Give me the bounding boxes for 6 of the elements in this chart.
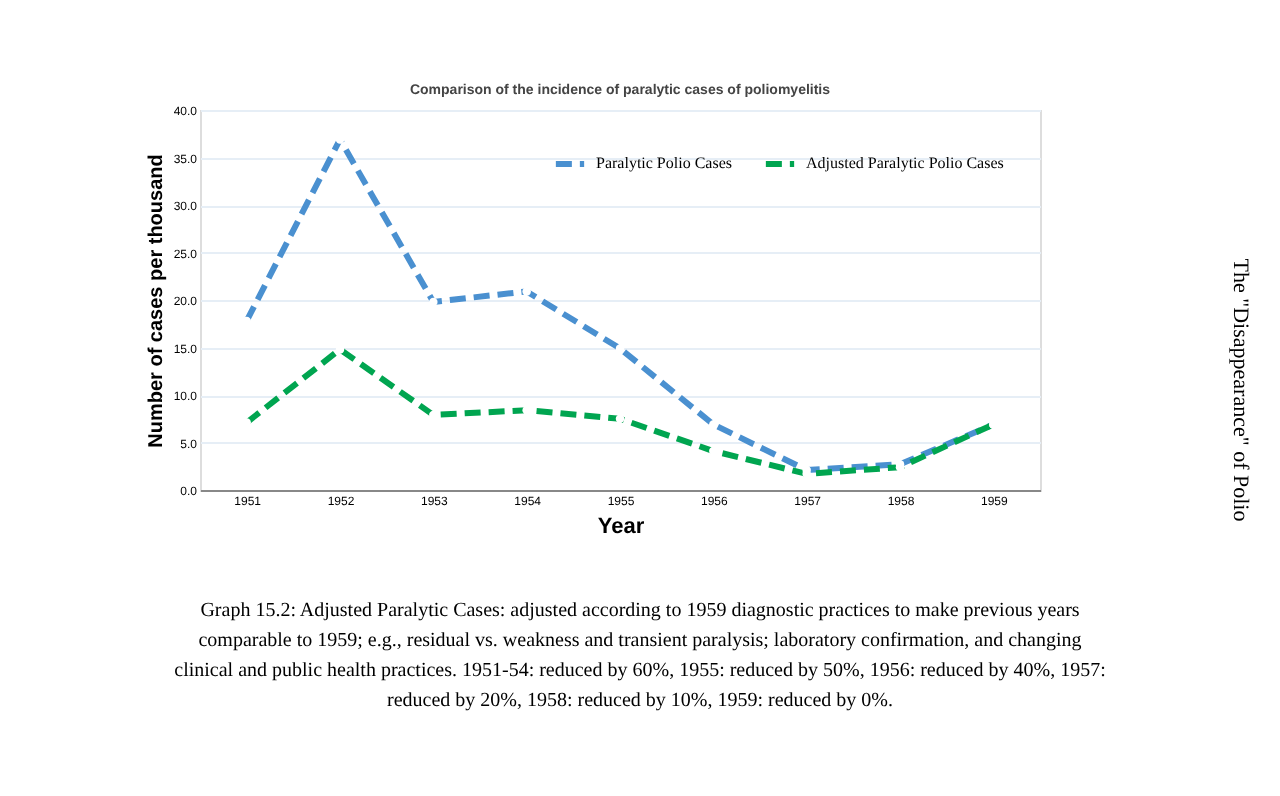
text: The "Disappearance" of Polio [1228, 258, 1252, 523]
y-axis-title: Number of cases per thousand [145, 154, 168, 448]
x-axis-title: Year [597, 515, 646, 539]
caption: Graph 15.2: Adjusted Paralytic Cases: adjusted according to 1959 diagnostic practices to make previous years comparable to 1959; e.g., residual vs. weakness and transient paralysis; laboratory confirmation, and changing clinical and public health practices. 1951-54: reduced by 60%, 1955: reduced by 50%, 1956: reduced by 40%, 1957: reduced by 20%, 1958: reduced by 10%, 1959: reduced by 0%. [174, 600, 1106, 712]
legend-label: Paralytic Polio Cases [596, 154, 732, 172]
legend-label: Adjusted Paralytic Polio Cases [806, 154, 1004, 172]
